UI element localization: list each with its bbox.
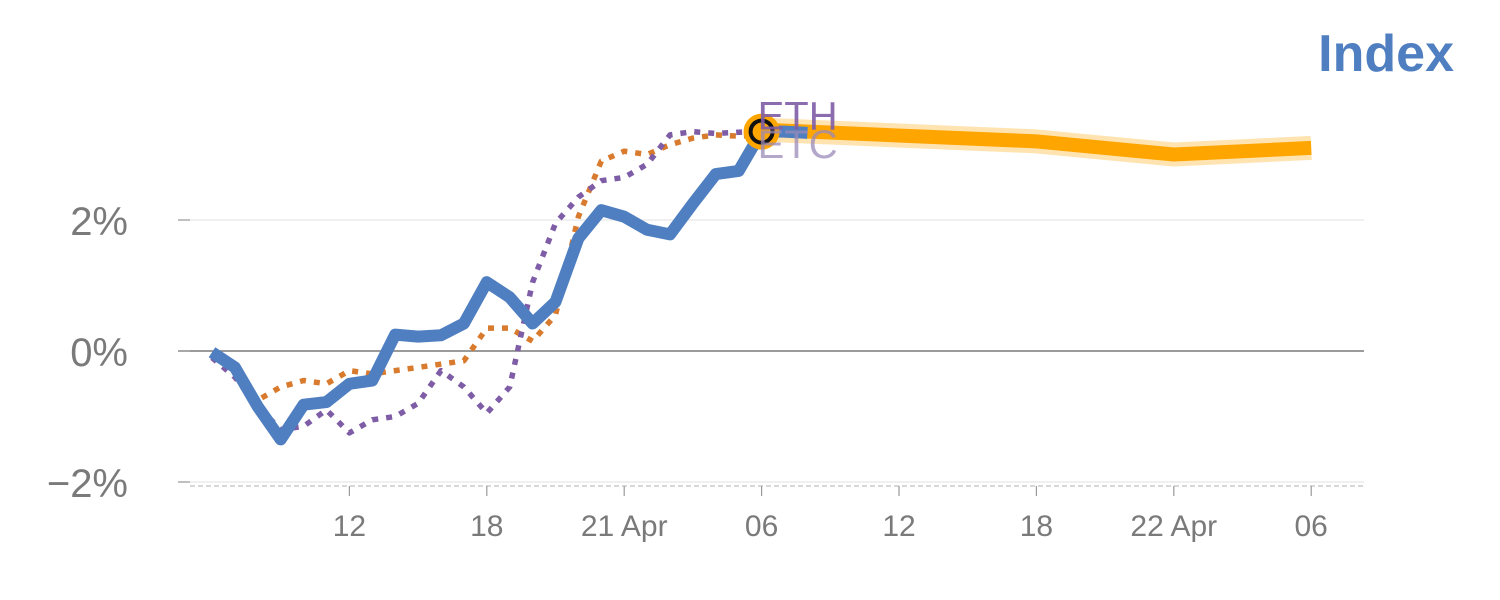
x-tick-label: 06	[745, 510, 778, 543]
series-group	[208, 117, 1312, 446]
y-tick-label: −2%	[47, 462, 128, 506]
x-tick-label: 06	[1295, 510, 1328, 543]
y-tick-label: 2%	[70, 200, 128, 244]
series-line-index	[208, 125, 808, 446]
y-tick-label: 0%	[70, 331, 128, 375]
axes: −2% 0% 2% 12 18 21 Apr 06 12 18 22 Apr 06	[47, 200, 1364, 543]
x-tick-label: 22 Apr	[1130, 510, 1217, 543]
x-tick-label: 21 Apr	[581, 510, 668, 543]
series-line-etc	[210, 132, 762, 403]
x-tick-label: 12	[333, 510, 366, 543]
series-line-forecast	[761, 122, 1312, 162]
x-tick-label: 12	[882, 510, 915, 543]
gridlines	[178, 219, 1364, 483]
x-tick-label: 18	[470, 510, 503, 543]
x-tick-label: 18	[1020, 510, 1053, 543]
chart-title: Index	[1318, 25, 1454, 83]
series-line-eth	[210, 128, 762, 436]
series-label-etc: ETC	[758, 123, 838, 167]
end-marker	[748, 118, 775, 145]
series-label-eth: ETH	[758, 95, 838, 139]
